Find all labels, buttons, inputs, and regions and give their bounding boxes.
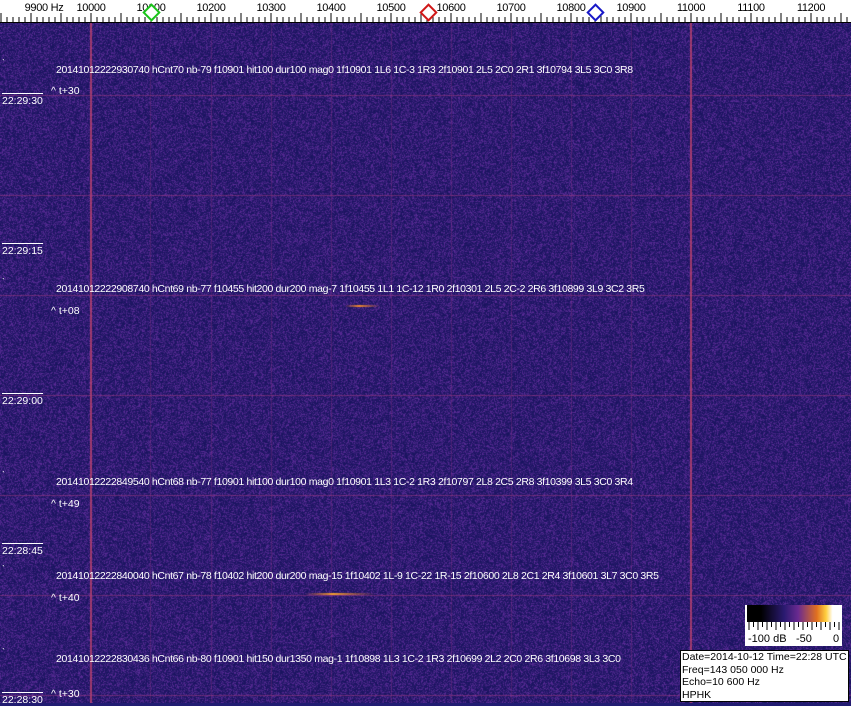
- freq-unit-label: 9900 Hz: [24, 2, 64, 14]
- freq-tick-label: 10900: [616, 2, 646, 14]
- time-label: 22:28:30: [2, 692, 43, 706]
- detection-offset: ^ t+30: [51, 688, 80, 700]
- color-scale: -100 dB -50 0: [745, 605, 842, 646]
- info-date-time: Date=2014-10-12 Time=22:28 UTC: [682, 651, 847, 663]
- info-station: HPHK: [682, 688, 712, 701]
- freq-tick-label: 11100: [737, 2, 765, 14]
- detection-tick: `: [2, 277, 5, 287]
- scale-label-min: -100 dB: [748, 633, 787, 645]
- detection-tick: `: [2, 470, 5, 480]
- freq-tick-label: 10300: [256, 2, 286, 14]
- freq-tick-label: 10400: [316, 2, 346, 14]
- frequency-ticks: [0, 13, 851, 23]
- time-label: 22:29:15: [2, 243, 43, 257]
- time-label: 22:28:45: [2, 543, 43, 557]
- spectrogram-waterfall: [0, 23, 851, 703]
- detection-record: 20141012222930740 hCnt70 nb-79 f10901 hi…: [56, 64, 633, 76]
- detection-offset: ^ t+40: [51, 592, 80, 604]
- detection-tick: `: [2, 647, 5, 657]
- detection-record: 20141012222908740 hCnt69 nb-77 f10455 hi…: [56, 283, 645, 295]
- freq-tick-label: 11200: [796, 2, 826, 14]
- freq-tick-label: 10800: [556, 2, 586, 14]
- detection-offset: ^ t+49: [51, 498, 80, 510]
- scale-label-mid: -50: [796, 633, 812, 645]
- detection-offset: ^ t+30: [51, 85, 80, 97]
- freq-tick-label: 11000: [676, 2, 706, 14]
- color-gradient: [747, 605, 840, 622]
- info-frequency: Freq=143 050 000 Hz: [682, 663, 784, 676]
- freq-tick-label: 10200: [196, 2, 226, 14]
- time-label: 22:29:30: [2, 93, 43, 107]
- freq-tick-label: 10000: [76, 2, 106, 14]
- freq-tick-label: 10500: [376, 2, 406, 14]
- detection-record: 20141012222840040 hCnt67 nb-78 f10402 hi…: [56, 570, 659, 582]
- time-label: 22:29:00: [2, 393, 43, 407]
- scale-label-max: 0: [833, 633, 840, 645]
- detection-record: 20141012222849540 hCnt68 nb-77 f10901 hi…: [56, 476, 633, 488]
- frequency-axis: 9900 Hz 10000101001020010300104001050010…: [0, 0, 851, 23]
- info-box: Date=2014-10-12 Time=22:28 UTC Freq=143 …: [680, 650, 849, 702]
- detection-record: 20141012222830436 hCnt66 nb-80 f10901 hi…: [56, 653, 621, 665]
- info-echo: Echo=10 600 Hz: [682, 676, 760, 688]
- detection-tick: `: [2, 564, 5, 574]
- freq-tick-label: 10700: [496, 2, 526, 14]
- freq-tick-label: 10600: [436, 2, 466, 14]
- detection-tick: `: [2, 58, 5, 68]
- detection-offset: ^ t+08: [51, 305, 80, 317]
- color-scale-ticks: [748, 622, 840, 630]
